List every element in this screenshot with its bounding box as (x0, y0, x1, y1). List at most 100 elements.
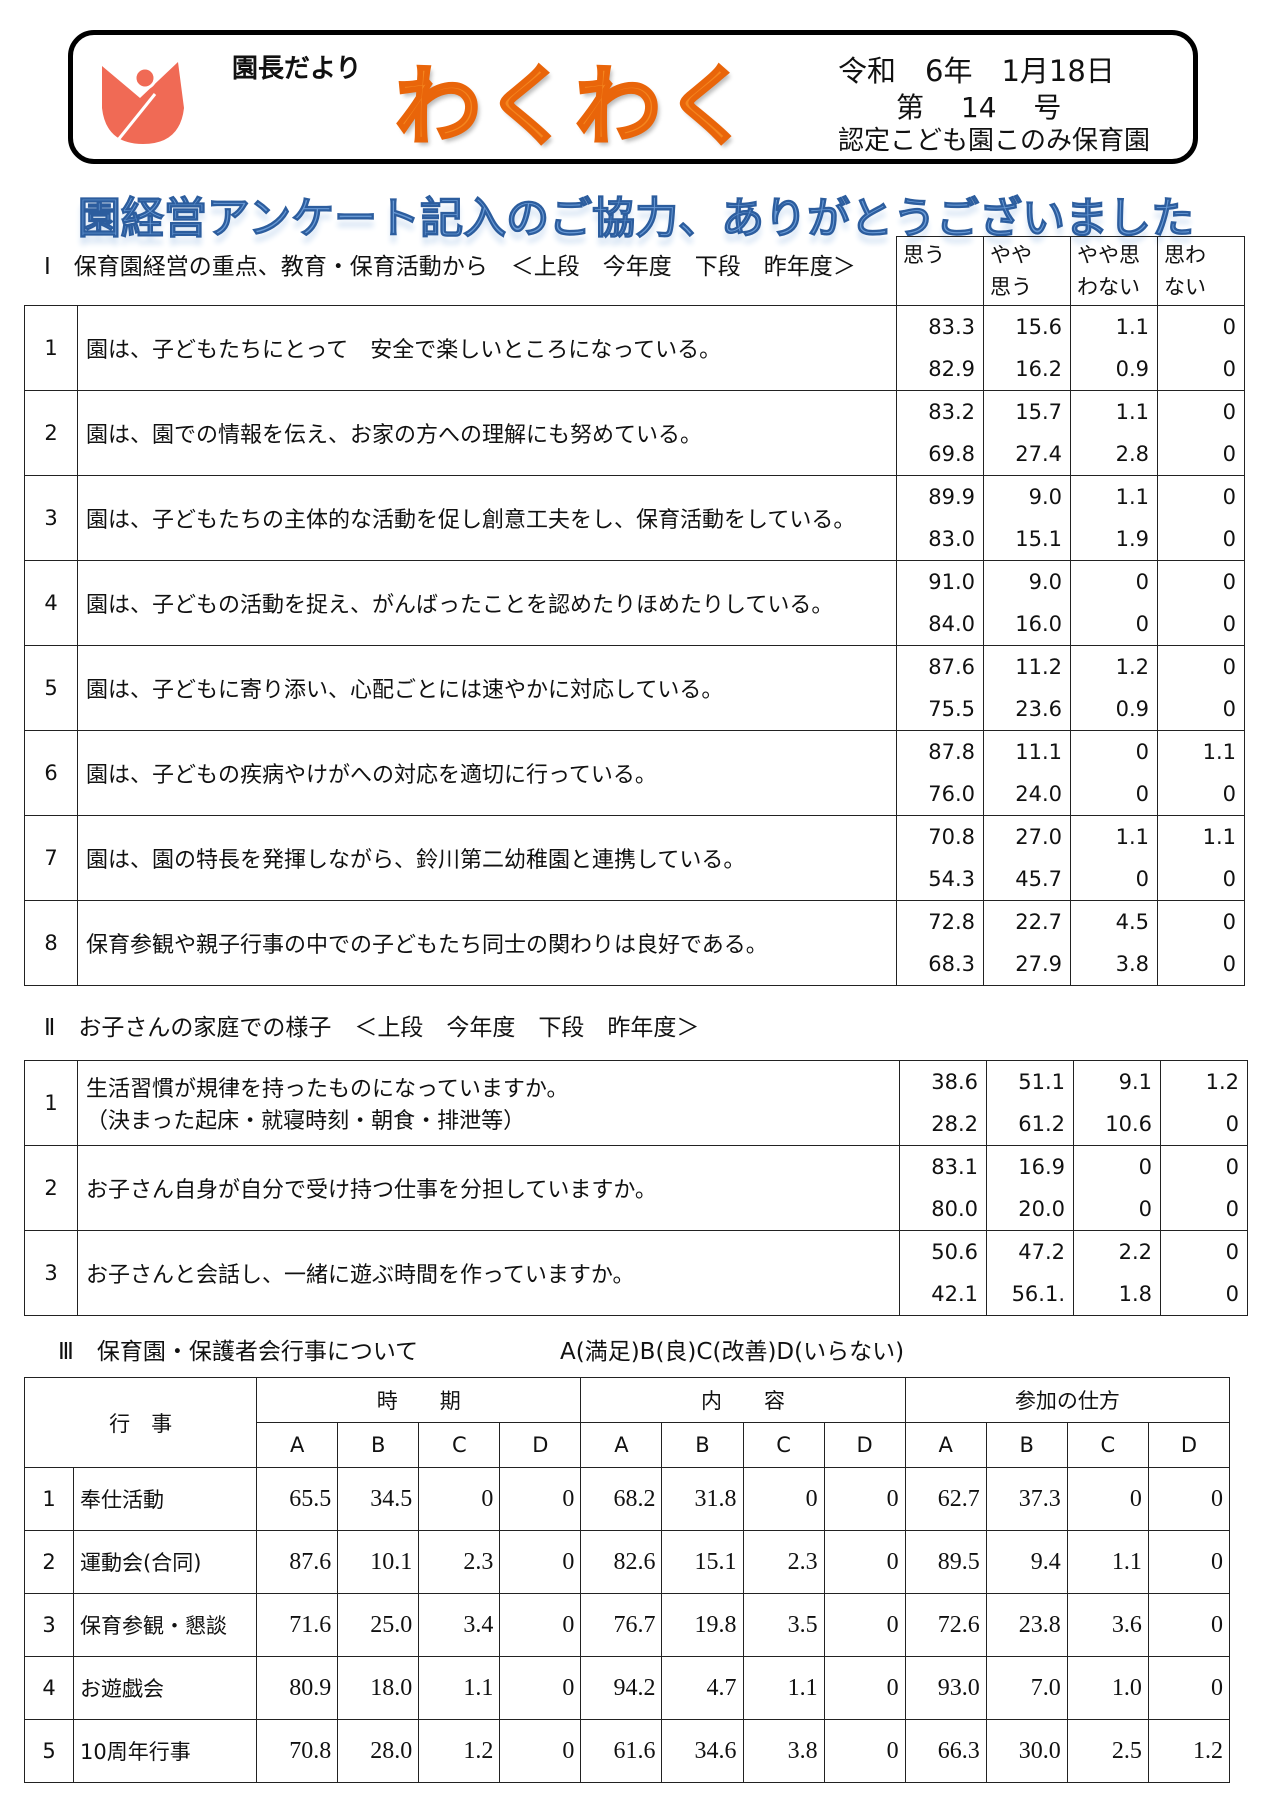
cell: 0.9 (1070, 348, 1158, 391)
cell: 16.9 (986, 1145, 1074, 1188)
cell: 0 (1070, 858, 1158, 901)
cell: 80.0 (899, 1188, 987, 1231)
cell: 76.0 (896, 773, 984, 816)
cell: 83.2 (896, 390, 984, 433)
issue-date: 令和 6年 1月18日 (838, 54, 1115, 88)
cell: 3.6 (1066, 1593, 1149, 1657)
cell: 3.5 (742, 1593, 825, 1657)
cell: 1.2 (1070, 645, 1158, 688)
table-row: 3 保育参観・懇談 71.6 25.0 3.4 0 76.7 19.8 3.5 0 72.6 23.8… (23, 1593, 1231, 1657)
table-row: 5 園は、子どもに寄り添い、心配ごとには速やかに対応している。 87.6 11.2 1.… (24, 645, 1245, 731)
section2-title: Ⅱ お子さんの家庭での様子 ＜上段 今年度 下段 昨年度＞ (44, 1015, 700, 1041)
cell: 0 (499, 1530, 582, 1594)
cell: 11.1 (983, 730, 1071, 773)
cell: 0 (1157, 305, 1245, 348)
cell: 16.0 (983, 603, 1071, 646)
subcol-header: B (661, 1422, 744, 1468)
cell: 68.2 (580, 1467, 663, 1531)
subcol-header: A (904, 1422, 987, 1468)
cell: 0 (1160, 1188, 1248, 1231)
cell: 25.0 (337, 1593, 420, 1657)
cell: 30.0 (985, 1719, 1068, 1783)
column-header: やや思 わない (1070, 236, 1158, 306)
column-header: やや 思う (983, 236, 1071, 306)
table-row: 1 生活習慣が規律を持ったものになっていますか。 （決まった起床・就寝時刻・朝食・… (24, 1060, 1248, 1146)
cell: 園は、園での情報を伝え、お家の方への理解にも努めている。 (77, 390, 897, 476)
column-header: 思う (896, 236, 984, 306)
cell: 3.8 (1070, 943, 1158, 986)
table-row: 6 園は、子どもの疾病やけがへの対応を適切に行っている。 87.8 11.1 0 1.1 (24, 730, 1245, 816)
cell: 1 (24, 305, 78, 391)
cell: 0 (1160, 1145, 1248, 1188)
cell: 0 (823, 1467, 906, 1531)
table-row: 1 園は、子どもたちにとって 安全で楽しいところになっている。 83.3 15.6 1.… (24, 305, 1245, 391)
cell: 8 (24, 900, 78, 986)
cell: 0 (1157, 560, 1245, 603)
table-row: 5 10周年行事 70.8 28.0 1.2 0 61.6 34.6 3.8 0 66.3 30.0 2… (23, 1719, 1231, 1783)
cell: 27.4 (983, 433, 1071, 476)
cell: 1.1 (1070, 815, 1158, 858)
cell: 0 (1070, 773, 1158, 816)
cell: 0 (1070, 603, 1158, 646)
cell: 51.1 (986, 1060, 1074, 1103)
cell: 0 (418, 1467, 501, 1531)
cell: 2.5 (1066, 1719, 1149, 1783)
cell: 75.5 (896, 688, 984, 731)
table-row-prev: 76.0 24.0 0 0 (25, 773, 1245, 816)
cell: 72.8 (896, 900, 984, 943)
table-row: 2 運動会(合同) 87.6 10.1 2.3 0 82.6 15.1 2.3 0 89.5 9.4 1… (23, 1530, 1231, 1594)
subcol-header: D (499, 1422, 582, 1468)
cell: 4.5 (1070, 900, 1158, 943)
cell: 1.1 (1070, 475, 1158, 518)
cell: 91.0 (896, 560, 984, 603)
cell: 0 (499, 1593, 582, 1657)
cell: 園は、子どもの疾病やけがへの対応を適切に行っている。 (77, 730, 897, 816)
cell: 0 (823, 1530, 906, 1594)
cell: 82.6 (580, 1530, 663, 1594)
cell: 11.2 (983, 645, 1071, 688)
cell: 87.6 (256, 1530, 339, 1594)
cell: 0 (1157, 518, 1245, 561)
cell: 28.0 (337, 1719, 420, 1783)
cell: 1.1 (1157, 815, 1245, 858)
cell: 83.3 (896, 305, 984, 348)
cell: 9.0 (983, 475, 1071, 518)
cell: 園は、子どもの活動を捉え、がんばったことを認めたりほめたりしている。 (77, 560, 897, 646)
cell: 0 (1157, 348, 1245, 391)
table-row: 8 保育参観や親子行事の中での子どもたち同士の関わりは良好である。 72.8 22.7… (24, 900, 1245, 986)
table-row: 3 園は、子どもたちの主体的な活動を促し創意工夫をし、保育活動をしている。 89.9… (24, 475, 1245, 561)
cell: 22.7 (983, 900, 1071, 943)
school-name: 認定こども園このみ保育園 (838, 126, 1151, 156)
cell: 2.3 (418, 1530, 501, 1594)
cell: 0 (1157, 433, 1245, 476)
cell: 3 (24, 475, 78, 561)
cell: 47.2 (986, 1230, 1074, 1273)
section3-legend: A(満足)B(良)C(改善)D(いらない) (560, 1339, 905, 1365)
cell: 0 (1070, 560, 1158, 603)
cell: 15.7 (983, 390, 1071, 433)
table-row: 4 お遊戯会 80.9 18.0 1.1 0 94.2 4.7 1.1 0 93.0 7.0 1.0 0 (23, 1656, 1231, 1720)
header-row: 思う やや 思う やや思 わない 思わ ない (24, 236, 1245, 306)
cell: 4 (23, 1656, 75, 1720)
cell: 保育参観や親子行事の中での子どもたち同士の関わりは良好である。 (77, 900, 897, 986)
table-row-prev: 69.8 27.4 2.8 0 (25, 433, 1245, 476)
cell: 27.9 (983, 943, 1071, 986)
header-box (68, 30, 1198, 164)
cell: 18.0 (337, 1656, 420, 1720)
group-header: 内 容 (580, 1377, 906, 1423)
cell: 2.3 (742, 1530, 825, 1594)
subcol-header: A (256, 1422, 339, 1468)
cell: 0 (1160, 1230, 1248, 1273)
cell: 71.6 (256, 1593, 339, 1657)
cell: 87.8 (896, 730, 984, 773)
cell: 83.0 (896, 518, 984, 561)
cell: 94.2 (580, 1656, 663, 1720)
cell: 6 (24, 730, 78, 816)
cell: 0 (1147, 1530, 1231, 1594)
table-row: 1 奉仕活動 65.5 34.5 0 0 68.2 31.8 0 0 62.7 37.3 0 0 (23, 1467, 1231, 1531)
column-title: 園長だより (232, 54, 362, 84)
cell: 0 (499, 1467, 582, 1531)
cell: 87.6 (896, 645, 984, 688)
cell: 0 (823, 1593, 906, 1657)
